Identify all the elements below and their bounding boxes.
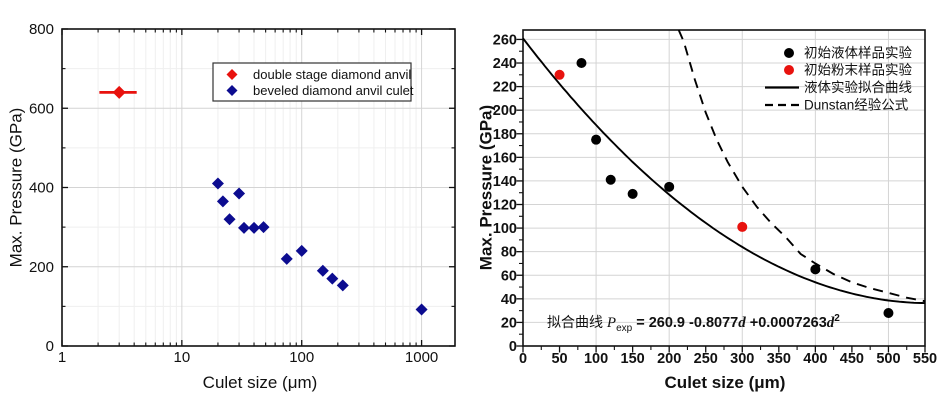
- y-tick-label: 40: [501, 292, 517, 308]
- x-tick-label: 10: [174, 349, 191, 366]
- legend-item-label: 液体实验拟合曲线: [804, 80, 912, 95]
- y-tick-label: 200: [493, 103, 517, 119]
- right-chart-svg: 0 50 100 150 200 250 300 350 400 450 500 550 0 20 40 60…: [493, 29, 937, 367]
- data-point-circle: [810, 264, 821, 275]
- legend-box: [212, 62, 412, 102]
- data-point-diamond: [233, 187, 246, 200]
- y-tick-label: 240: [493, 56, 517, 72]
- legend-marker-circle: [784, 48, 794, 58]
- left-chart: 1 10 100 1000 0 200 400 600 800 double stage diam…: [29, 21, 456, 366]
- x-tick-label: 450: [840, 351, 864, 367]
- y-tick-label: 60: [501, 268, 517, 284]
- legend-item-label: beveled diamond anvil culet: [253, 83, 414, 98]
- y-tick-label: 100: [493, 221, 517, 237]
- y-tick-label: 120: [493, 198, 517, 214]
- legend-item-label: double stage diamond anvil: [253, 67, 411, 82]
- legend-marker-diamond: [226, 69, 238, 80]
- data-point-diamond: [316, 264, 329, 277]
- right-chart: 0 50 100 150 200 250 300 350 400 450 500 550 0 20 40 60…: [473, 0, 946, 403]
- x-tick-label: 150: [621, 351, 645, 367]
- x-tick-label: 0: [519, 351, 527, 367]
- annotation-segment: P: [606, 315, 616, 331]
- data-point-diamond: [415, 303, 428, 316]
- annotation-segment: +0.0007263: [746, 315, 827, 331]
- data-point-diamond: [248, 221, 261, 234]
- annotation-segment: 2: [834, 313, 840, 324]
- x-tick-label: 300: [730, 351, 754, 367]
- data-point-circle: [554, 69, 565, 80]
- data-point-circle: [664, 181, 675, 192]
- data-point-diamond: [336, 279, 349, 292]
- y-tick-label: 260: [493, 32, 517, 48]
- data-point-circle: [591, 134, 602, 145]
- data-point-diamond: [257, 221, 270, 234]
- legend-item-label: 初始粉末样品实验: [804, 62, 912, 78]
- data-point-diamond: [295, 244, 308, 257]
- legend-item-label: Dunstan经验公式: [804, 98, 909, 113]
- data-point-diamond: [326, 272, 339, 285]
- x-tick-label: 1: [58, 349, 66, 366]
- left-chart-svg: 1 10 100 1000 0 200 400 600 800 double stage diam…: [29, 21, 456, 366]
- y-tick-label: 160: [493, 150, 517, 166]
- y-tick-label: 20: [501, 315, 517, 331]
- x-tick-label: 100: [584, 351, 608, 367]
- data-point-circle: [627, 188, 638, 199]
- x-tick-label: 100: [289, 349, 314, 366]
- legend-item-label: 初始液体样品实验: [804, 45, 912, 61]
- legend-marker-circle: [784, 65, 794, 75]
- x-tick-label: 350: [767, 351, 791, 367]
- data-point-diamond: [280, 252, 293, 265]
- x-tick-label: 550: [913, 351, 937, 367]
- data-point-circle: [883, 307, 894, 318]
- annotation-formula: 拟合曲线 Pexp = 260.9 -0.8077d +0.0007263d2: [547, 313, 840, 334]
- y-tick-label: 220: [493, 80, 517, 96]
- y-tick-label: 0: [509, 339, 517, 355]
- x-tick-label: 500: [876, 351, 900, 367]
- annotation-segment: d: [738, 315, 746, 331]
- x-tick-label: 1000: [405, 349, 438, 366]
- y-tick-label: 200: [29, 259, 54, 276]
- data-point-diamond: [216, 195, 229, 208]
- data-point-diamond: [211, 177, 224, 190]
- y-tick-label: 80: [501, 245, 517, 261]
- data-point-circle: [605, 174, 616, 185]
- annotation-segment: 拟合曲线: [547, 314, 607, 330]
- data-point-circle: [576, 58, 587, 69]
- legend-marker-diamond: [226, 85, 238, 96]
- data-point-diamond: [238, 221, 251, 234]
- y-tick-label: 0: [46, 338, 54, 355]
- x-tick-label: 250: [694, 351, 718, 367]
- data-point-circle: [737, 221, 748, 232]
- fit-curve: [522, 37, 926, 305]
- x-tick-label: 50: [551, 351, 567, 367]
- x-tick-label: 400: [803, 351, 827, 367]
- annotation-segment: exp: [616, 323, 633, 334]
- x-tick-label: 200: [657, 351, 681, 367]
- y-tick-label: 600: [29, 100, 54, 117]
- y-tick-label: 800: [29, 21, 54, 38]
- data-point-diamond: [223, 213, 236, 226]
- annotation-segment: d: [827, 315, 835, 331]
- dunstan-curve: [677, 29, 926, 303]
- y-tick-label: 140: [493, 174, 517, 190]
- y-tick-label: 400: [29, 180, 54, 197]
- data-point-diamond: [112, 85, 126, 99]
- annotation-segment: = 260.9 -0.8077: [632, 315, 738, 331]
- y-tick-label: 180: [493, 127, 517, 143]
